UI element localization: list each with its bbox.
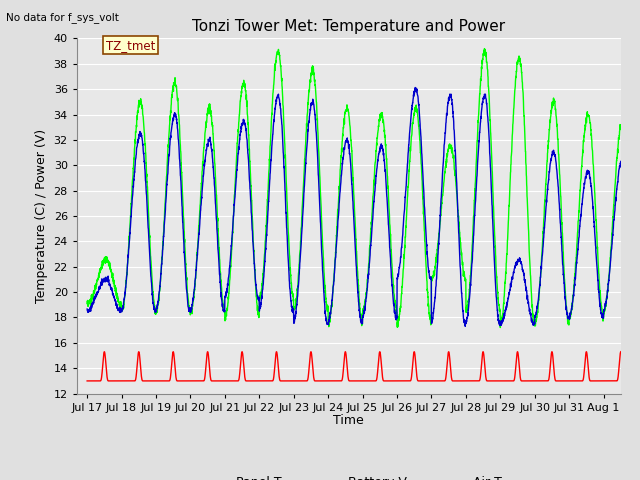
Legend: Panel T, Battery V, Air T: Panel T, Battery V, Air T [190, 471, 508, 480]
X-axis label: Time: Time [333, 414, 364, 427]
Text: TZ_tmet: TZ_tmet [106, 38, 156, 51]
Y-axis label: Temperature (C) / Power (V): Temperature (C) / Power (V) [35, 129, 48, 303]
Title: Tonzi Tower Met: Temperature and Power: Tonzi Tower Met: Temperature and Power [192, 20, 506, 35]
Text: No data for f_sys_volt: No data for f_sys_volt [6, 12, 119, 23]
